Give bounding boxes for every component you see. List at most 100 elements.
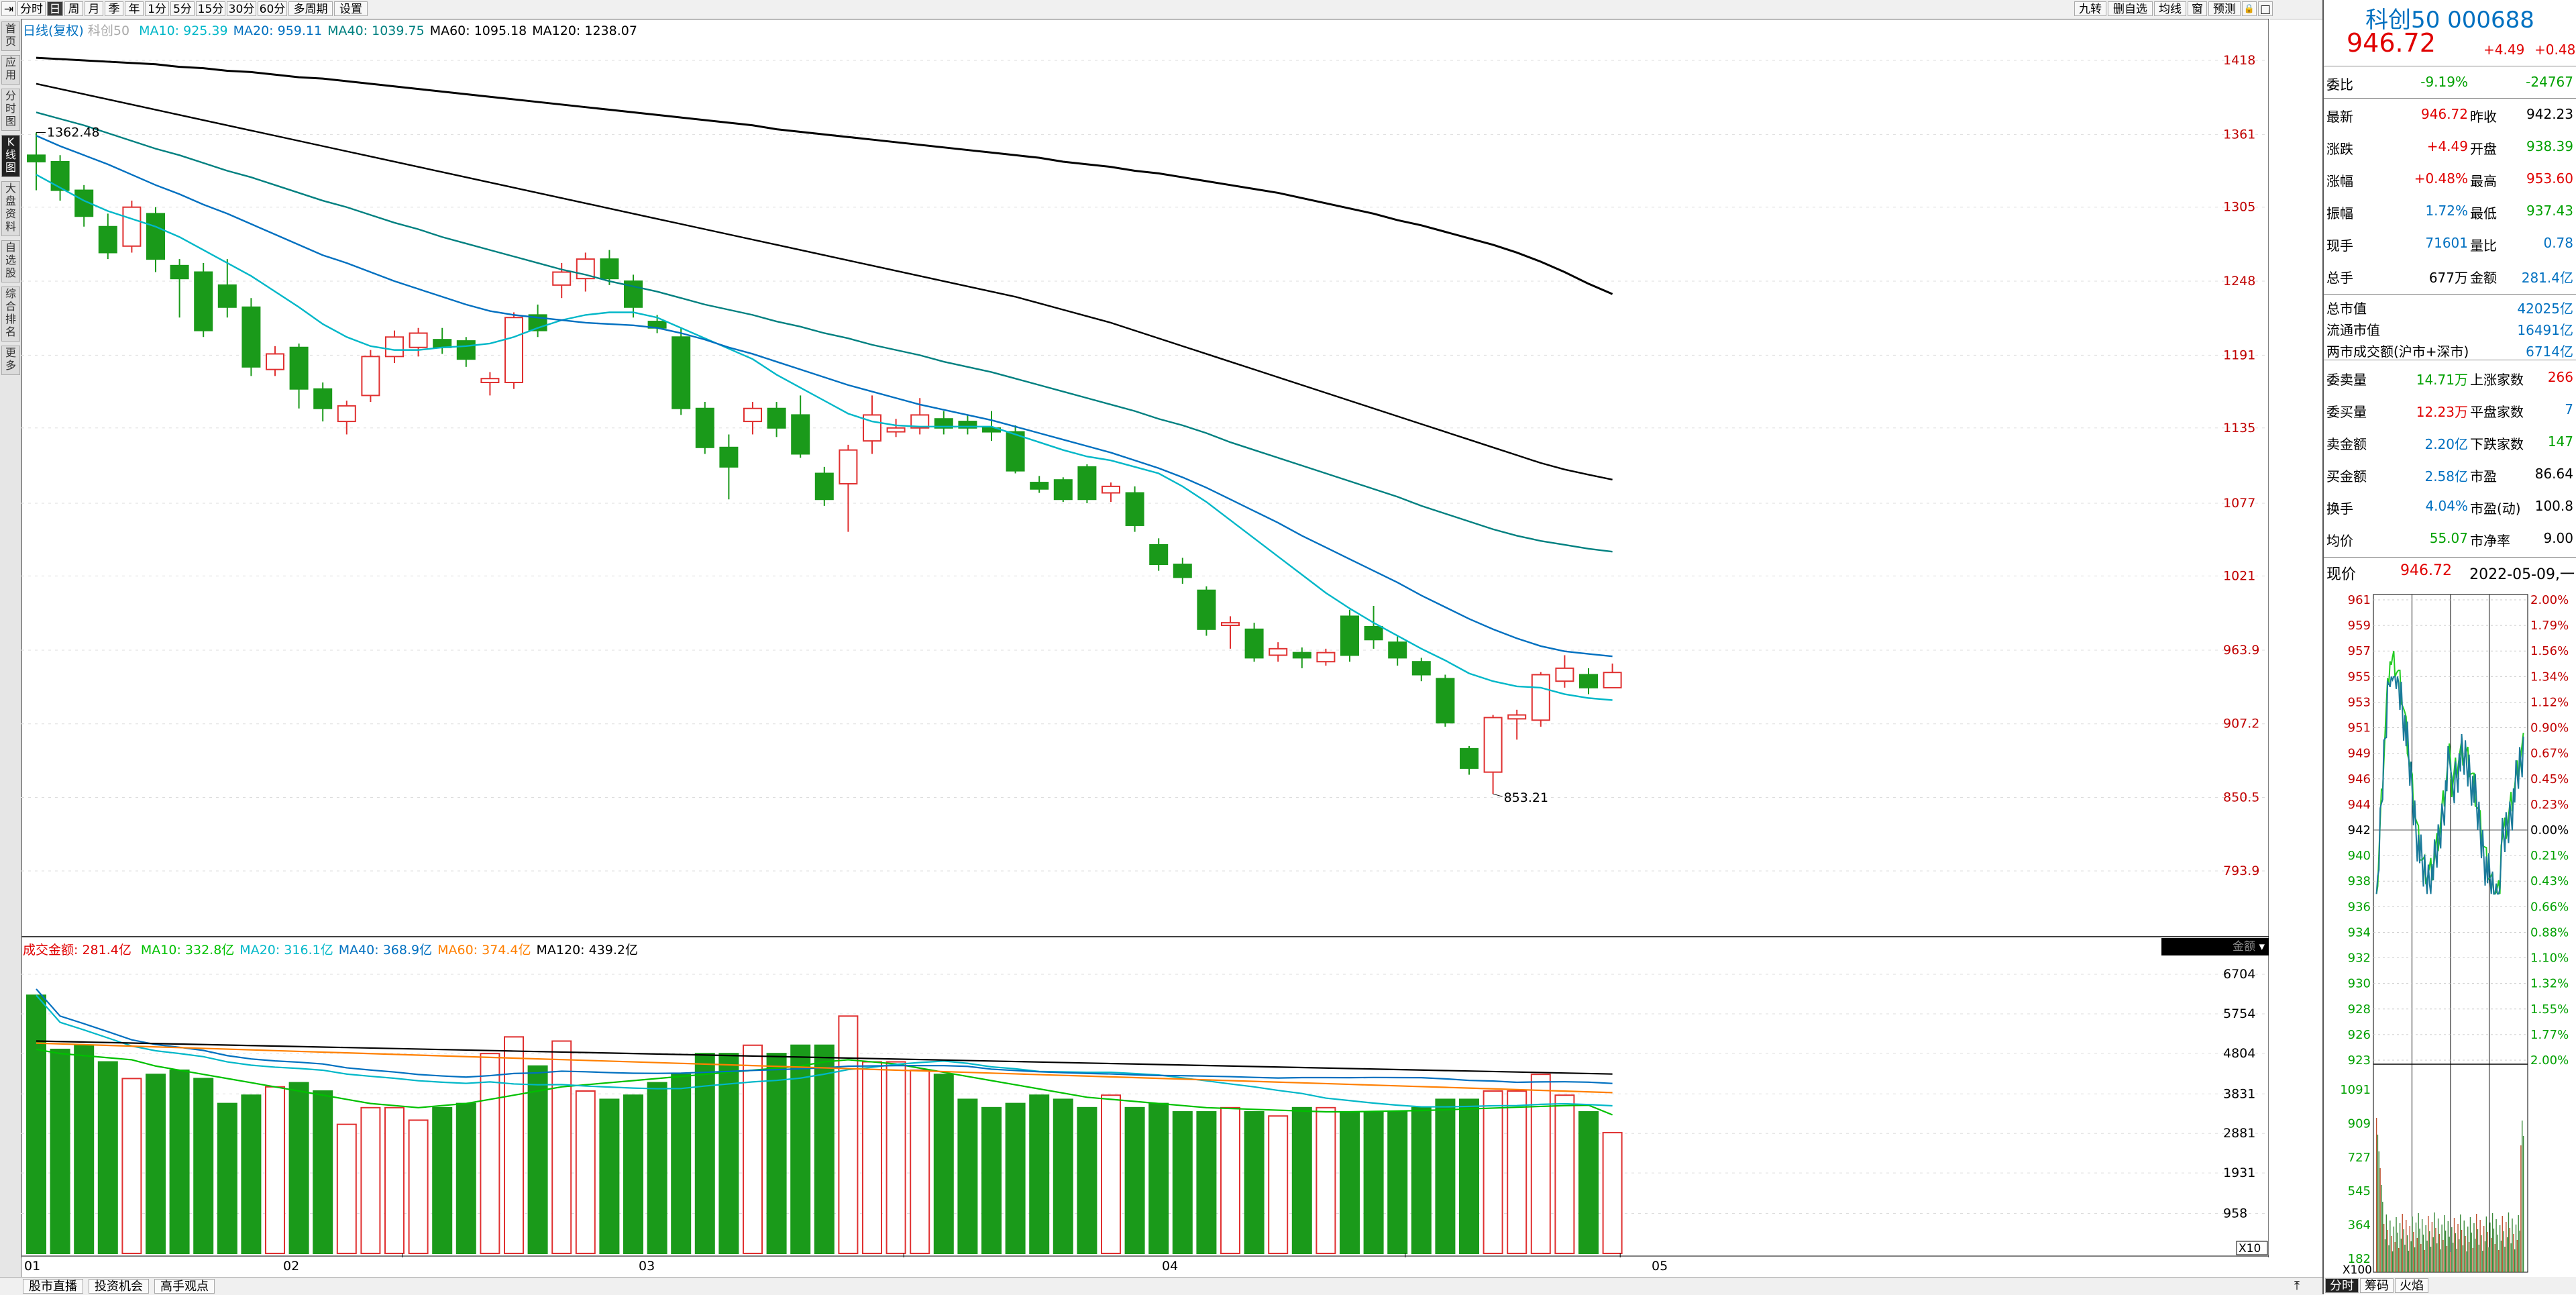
candle[interactable] bbox=[743, 402, 762, 435]
volume-bar[interactable] bbox=[1459, 1098, 1479, 1255]
candle[interactable] bbox=[886, 419, 906, 437]
volume-bar[interactable] bbox=[551, 1040, 572, 1254]
volume-bar[interactable] bbox=[1578, 1111, 1599, 1254]
volume-bar[interactable] bbox=[26, 994, 46, 1254]
candle[interactable] bbox=[1030, 476, 1049, 493]
candle[interactable] bbox=[194, 262, 213, 338]
candle[interactable] bbox=[695, 402, 714, 454]
candle[interactable] bbox=[456, 337, 476, 367]
candle[interactable] bbox=[863, 395, 881, 454]
volume-bar[interactable] bbox=[1101, 1094, 1121, 1254]
collapse-icon[interactable]: ⇥ bbox=[1, 1, 16, 16]
period-tab-4[interactable]: 季 bbox=[105, 1, 123, 16]
volume-bar[interactable] bbox=[480, 1053, 500, 1254]
volume-bar[interactable] bbox=[1268, 1115, 1289, 1254]
candle[interactable] bbox=[50, 155, 70, 201]
volume-bar[interactable] bbox=[575, 1090, 596, 1255]
kline-chart-area[interactable]: 日线(复权) 科创50 MA10: 925.39 MA20: 959.11 MA40… bbox=[21, 19, 2270, 1257]
bottom-tab-2[interactable]: 高手观点 bbox=[154, 1279, 215, 1294]
left-nav-item-3[interactable]: K线图 bbox=[1, 135, 20, 177]
volume-bar[interactable] bbox=[1340, 1111, 1360, 1254]
volume-bar[interactable] bbox=[981, 1106, 1002, 1255]
candle[interactable] bbox=[1053, 477, 1073, 503]
window-toggle-icon[interactable]: □ bbox=[2258, 1, 2273, 16]
volume-bar[interactable] bbox=[1148, 1102, 1169, 1254]
volume-bar[interactable] bbox=[288, 1082, 309, 1254]
candle[interactable] bbox=[1483, 715, 1503, 794]
candle[interactable] bbox=[385, 330, 404, 363]
candle[interactable] bbox=[1340, 609, 1359, 662]
candle[interactable] bbox=[98, 213, 117, 260]
left-nav-item-0[interactable]: 首页 bbox=[1, 21, 20, 51]
candle[interactable] bbox=[361, 350, 380, 403]
left-nav-item-5[interactable]: 自选股 bbox=[1, 240, 20, 282]
candle[interactable] bbox=[934, 411, 953, 435]
candle[interactable] bbox=[1316, 648, 1336, 666]
volume-bar[interactable] bbox=[121, 1078, 142, 1255]
volume-bar[interactable] bbox=[910, 1069, 930, 1255]
candle[interactable] bbox=[576, 252, 595, 292]
kline-mode-label[interactable]: 日线(复权) bbox=[23, 23, 84, 38]
period-tab-7[interactable]: 5分 bbox=[170, 1, 195, 16]
candle[interactable] bbox=[241, 298, 261, 376]
volume-bar[interactable] bbox=[50, 1048, 70, 1255]
period-tab-12[interactable]: 设置 bbox=[334, 1, 368, 16]
volume-bar[interactable] bbox=[1220, 1106, 1240, 1255]
volume-bar[interactable] bbox=[1602, 1132, 1623, 1254]
bottom-tab-0[interactable]: 股市直播 bbox=[23, 1279, 83, 1294]
volume-bar[interactable] bbox=[336, 1123, 357, 1254]
candle[interactable] bbox=[1436, 674, 1455, 727]
candle[interactable] bbox=[910, 398, 930, 435]
candle[interactable] bbox=[1173, 558, 1192, 584]
volume-bar[interactable] bbox=[1053, 1098, 1073, 1255]
volume-bar[interactable] bbox=[1244, 1111, 1265, 1254]
volume-bar[interactable] bbox=[1483, 1090, 1503, 1255]
bottom-tab-1[interactable]: 投资机会 bbox=[89, 1279, 149, 1294]
candle[interactable] bbox=[1149, 538, 1169, 571]
volume-bar[interactable] bbox=[1363, 1111, 1384, 1254]
left-nav-item-1[interactable]: 应用 bbox=[1, 55, 20, 85]
period-tab-8[interactable]: 15分 bbox=[196, 1, 225, 16]
volume-bar[interactable] bbox=[1172, 1111, 1193, 1254]
volume-bar[interactable] bbox=[74, 1044, 95, 1254]
lock-icon[interactable]: 🔒 bbox=[2242, 1, 2257, 16]
volume-bar[interactable] bbox=[1029, 1094, 1050, 1254]
candle[interactable] bbox=[1555, 655, 1574, 688]
volume-bar[interactable] bbox=[838, 1015, 859, 1254]
candle[interactable] bbox=[1292, 647, 1311, 668]
intraday-tab-0[interactable]: 分时 bbox=[2325, 1278, 2359, 1293]
candle[interactable] bbox=[409, 327, 428, 357]
candle[interactable] bbox=[767, 402, 786, 437]
volume-bar[interactable] bbox=[694, 1053, 715, 1254]
candle[interactable] bbox=[1579, 668, 1598, 694]
volume-bar[interactable] bbox=[360, 1106, 381, 1255]
candle[interactable] bbox=[504, 312, 523, 389]
candle[interactable] bbox=[1269, 642, 1288, 662]
period-tab-2[interactable]: 周 bbox=[64, 1, 83, 16]
candle[interactable] bbox=[289, 343, 309, 409]
volume-bar[interactable] bbox=[432, 1106, 453, 1255]
volume-bar[interactable] bbox=[933, 1074, 954, 1254]
volume-bar[interactable] bbox=[1554, 1094, 1575, 1254]
toolbar-tool-2[interactable]: 均线 bbox=[2154, 1, 2186, 16]
left-nav-item-4[interactable]: 大盘资料 bbox=[1, 181, 20, 236]
candle[interactable] bbox=[74, 185, 94, 227]
candle[interactable] bbox=[1102, 482, 1120, 503]
volume-bar[interactable] bbox=[1507, 1090, 1527, 1255]
volume-bar[interactable] bbox=[623, 1094, 643, 1254]
volume-bar[interactable] bbox=[1411, 1106, 1432, 1255]
volume-bar[interactable] bbox=[527, 1065, 548, 1254]
volume-bar[interactable] bbox=[814, 1044, 835, 1254]
volume-bar[interactable] bbox=[241, 1094, 262, 1254]
intraday-tab-2[interactable]: 火焰 bbox=[2395, 1278, 2428, 1293]
volume-bar[interactable] bbox=[455, 1102, 476, 1254]
volume-bar[interactable] bbox=[313, 1090, 333, 1255]
period-tab-5[interactable]: 年 bbox=[125, 1, 144, 16]
volume-bar[interactable] bbox=[169, 1069, 190, 1255]
candle[interactable] bbox=[672, 327, 691, 415]
candle[interactable] bbox=[719, 434, 739, 500]
period-tab-6[interactable]: 1分 bbox=[145, 1, 169, 16]
candle[interactable] bbox=[839, 444, 858, 532]
volume-bar[interactable] bbox=[1196, 1111, 1217, 1254]
toolbar-tool-1[interactable]: 删自选 bbox=[2108, 1, 2153, 16]
